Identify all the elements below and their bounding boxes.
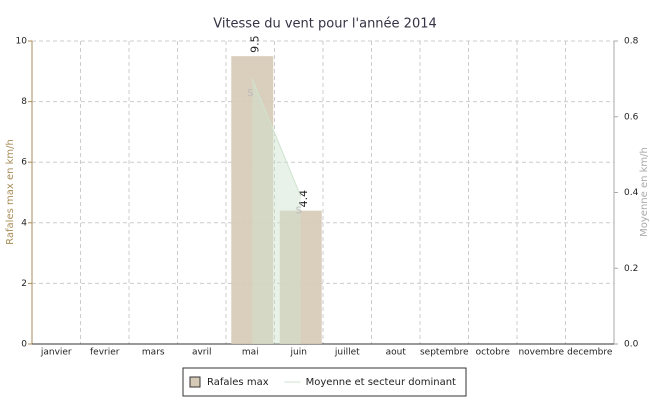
y2-tick-label: 0.8 — [624, 37, 639, 47]
y-tick-label: 6 — [21, 158, 27, 168]
legend-box — [182, 367, 467, 397]
value-label: 9.5 — [248, 35, 261, 53]
legend-label: Rafales max — [207, 377, 269, 388]
x-tick-label: juin — [290, 348, 307, 358]
x-tick-label: mai — [242, 348, 259, 358]
x-tick-label: septembre — [420, 348, 469, 358]
area — [252, 78, 301, 344]
y2-axis-label: Moyenne en km/h — [639, 147, 650, 237]
point-label: S — [247, 88, 253, 99]
y-tick-label: 8 — [21, 97, 27, 107]
bar — [279, 210, 322, 344]
x-tick-label: janvier — [40, 348, 72, 358]
y-tick-label: 4 — [21, 218, 27, 228]
x-tick-label: mars — [142, 348, 165, 358]
x-tick-label: decembre — [567, 348, 613, 358]
legend-label: Moyenne et secteur dominant — [306, 377, 456, 388]
x-tick-label: novembre — [518, 348, 564, 358]
x-tick-label: avril — [192, 348, 212, 358]
x-tick-label: octobre — [476, 348, 511, 358]
x-tick-label: aout — [386, 348, 407, 358]
line — [251, 78, 302, 197]
y-tick-label: 2 — [21, 279, 27, 289]
y-tick-label: 0 — [21, 340, 27, 350]
y2-tick-label: 0.2 — [624, 264, 638, 274]
chart-title: Vitesse du vent pour l'année 2014 — [213, 17, 437, 32]
x-tick-label: juillet — [334, 348, 360, 358]
y-axis-label: Rafales max en km/h — [5, 139, 16, 245]
bar — [231, 56, 274, 345]
point-label: S — [296, 205, 302, 216]
y2-tick-label: 0.4 — [624, 188, 639, 198]
y2-tick-label: 0.6 — [624, 112, 639, 122]
legend-swatch — [189, 376, 201, 388]
y-tick-label: 10 — [16, 37, 28, 47]
x-tick-label: fevrier — [90, 348, 120, 358]
y2-tick-label: 0.0 — [624, 340, 639, 350]
